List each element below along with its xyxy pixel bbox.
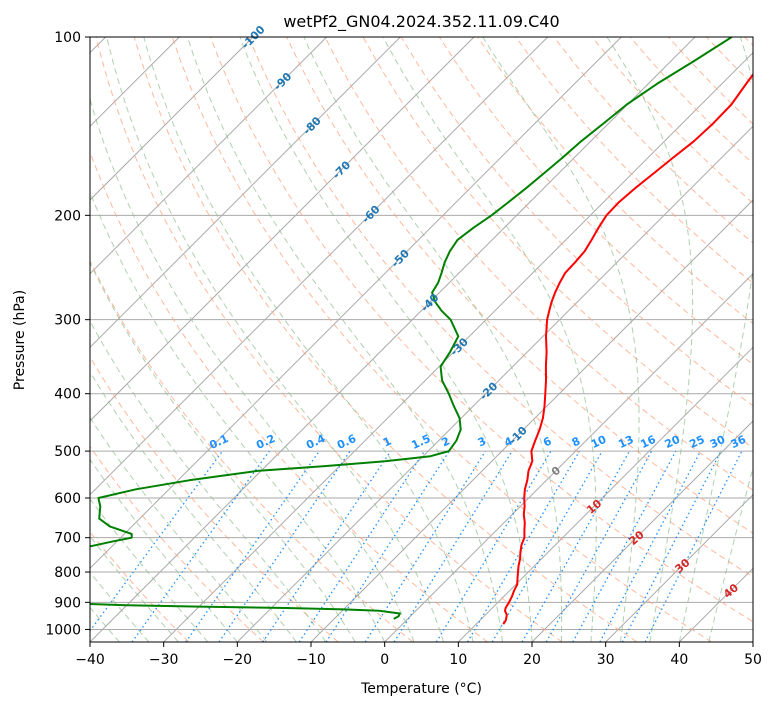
moist-adiabat-line: [90, 416, 268, 642]
mixing-ratio-label: 10: [589, 433, 609, 451]
dry-adiabat-line: [171, 37, 712, 642]
x-tick-label: −20: [223, 652, 253, 668]
dry-adiabat-line: [90, 445, 264, 642]
isotherm-line: [90, 37, 696, 642]
y-tick-label: 200: [54, 208, 81, 224]
mixing-ratio-label: 16: [638, 433, 658, 451]
mixing-ratio-line: [298, 450, 425, 642]
mixing-ratio-line: [393, 450, 513, 642]
mixing-ratio-line: [325, 450, 450, 642]
mixing-ratio-line: [185, 450, 320, 642]
dry-adiabat-line: [286, 37, 753, 534]
isotherm-line: [90, 37, 328, 275]
x-tick-label: 10: [449, 652, 467, 668]
moist-adiabat-line: [678, 37, 753, 642]
isotherm-line: [90, 37, 475, 422]
mixing-ratio-label: 30: [708, 433, 728, 451]
y-tick-label: 300: [54, 313, 81, 329]
dry-adiabat-line: [95, 37, 563, 642]
y-tick-label: 500: [54, 444, 81, 460]
mixing-ratio-line: [545, 450, 653, 642]
moist-adiabat-line: [482, 37, 640, 642]
isotherm-line: [163, 51, 753, 642]
y-tick-label: 700: [54, 531, 81, 547]
moist-adiabat-line: [239, 37, 533, 642]
chart-title: wetPf2_GN04.2024.352.11.09.C40: [283, 12, 559, 32]
isotherm-line: [90, 37, 254, 201]
moist-adiabat-line: [90, 370, 297, 642]
dry-adiabat-line: [324, 37, 753, 491]
isotherm-line: [605, 493, 753, 642]
mixing-ratio-label: 13: [616, 433, 635, 451]
x-tick-label: −10: [296, 652, 326, 668]
dry-adiabat-line: [248, 37, 753, 578]
moist-adiabat-line: [90, 497, 209, 642]
x-tick-label: −30: [149, 652, 179, 668]
isotherm-line: [457, 346, 753, 642]
moist-adiabat-line: [382, 37, 597, 642]
moist-adiabat-line: [708, 465, 753, 642]
mixing-ratio-line: [491, 450, 603, 642]
moist-adiabat-line: [90, 261, 356, 642]
y-tick-label: 600: [54, 491, 81, 507]
moist-adiabat-line: [90, 97, 415, 642]
dry-adiabat-line: [133, 37, 638, 642]
isotherm-line: [90, 37, 549, 496]
dry-adiabat-line: [90, 259, 414, 642]
isotherm-line: [531, 420, 753, 642]
x-tick-label: −40: [75, 652, 105, 668]
mixing-ratio-label: 20: [663, 433, 683, 451]
mixing-ratio-label: 25: [687, 433, 706, 451]
isotherm-line: [236, 125, 753, 642]
y-tick-label: 1000: [45, 622, 81, 638]
x-tick-label: 20: [523, 652, 541, 668]
moist-adiabat-line: [606, 37, 694, 642]
mixing-ratio-line: [131, 450, 270, 642]
x-tick-label: 50: [744, 652, 762, 668]
y-tick-label: 100: [54, 30, 81, 46]
mixing-ratio-line: [364, 450, 486, 642]
moist-adiabat-line: [90, 458, 238, 642]
y-tick-label: 900: [54, 595, 81, 611]
mixing-ratio-label: 36: [729, 433, 749, 451]
moist-adiabat-line: [143, 37, 474, 642]
mixing-ratio-line: [521, 450, 631, 642]
mixing-ratio-line: [435, 450, 552, 642]
x-axis-label: Temperature (°C): [360, 681, 482, 697]
isotherm-line: [384, 272, 753, 642]
moist-adiabat-line: [90, 190, 386, 642]
moist-adiabat-line: [303, 37, 563, 642]
x-tick-label: 40: [670, 652, 688, 668]
y-tick-label: 800: [54, 565, 81, 581]
x-tick-label: 0: [380, 652, 389, 668]
dry-adiabat-line: [515, 37, 753, 284]
moist-adiabat-line: [187, 37, 503, 642]
mixing-ratio-line: [572, 450, 677, 642]
isotherm-line: [90, 37, 401, 349]
temperature-profile-line: [502, 72, 753, 625]
x-tick-label: 30: [597, 652, 615, 668]
y-axis-label: Pressure (hPa): [12, 290, 28, 390]
mixing-ratio-line: [466, 450, 580, 642]
dry-adiabat-line: [210, 37, 753, 623]
plot-frame: [89, 36, 754, 643]
dewpoint-profile-line: [90, 37, 733, 620]
y-tick-label: 400: [54, 387, 81, 403]
moist-adiabat-line: [106, 37, 445, 642]
